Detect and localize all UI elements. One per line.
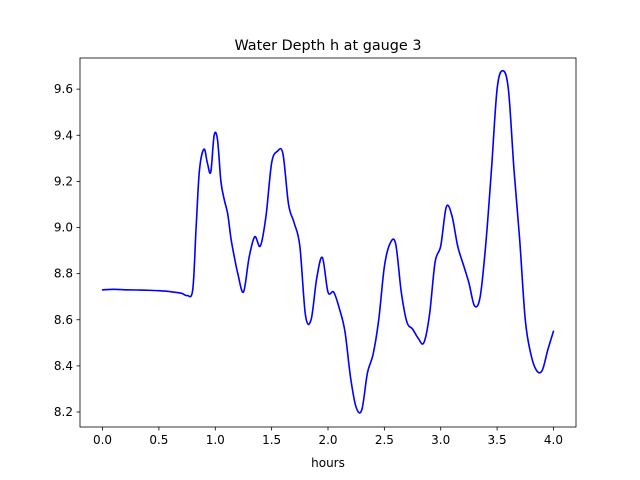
x-tick-label: 0.0	[93, 433, 112, 447]
y-tick-label: 9.4	[54, 128, 73, 142]
y-tick-label: 9.2	[54, 174, 73, 188]
y-tick-label: 9.0	[54, 221, 73, 235]
x-tick-label: 2.0	[318, 433, 337, 447]
y-tick-label: 8.6	[54, 313, 73, 327]
x-axis-label: hours	[311, 456, 345, 470]
y-tick-label: 8.8	[54, 267, 73, 281]
x-tick-label: 0.5	[149, 433, 168, 447]
y-axis: 8.2 8.4 8.6 8.8 9.0 9.2 9.4 9.6	[54, 82, 80, 419]
x-tick-label: 2.5	[375, 433, 394, 447]
x-tick-label: 1.0	[206, 433, 225, 447]
x-tick-label: 3.0	[431, 433, 450, 447]
x-tick-label: 3.5	[488, 433, 507, 447]
x-tick-label: 4.0	[544, 433, 563, 447]
chart-title: Water Depth h at gauge 3	[234, 38, 421, 54]
y-tick-label: 9.6	[54, 82, 73, 96]
series-line	[101, 69, 555, 414]
x-axis: 0.0 0.5 1.0 1.5 2.0 2.5 3.0 3.5 4.0	[93, 427, 563, 447]
x-tick-label: 1.5	[262, 433, 281, 447]
y-tick-label: 8.2	[54, 405, 73, 419]
y-tick-label: 8.4	[54, 359, 73, 373]
plot-area	[101, 69, 555, 414]
